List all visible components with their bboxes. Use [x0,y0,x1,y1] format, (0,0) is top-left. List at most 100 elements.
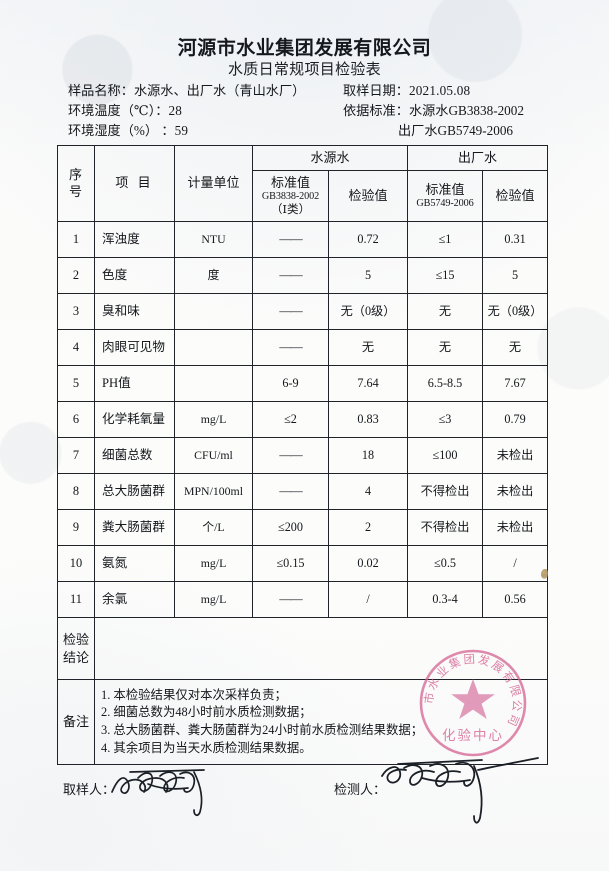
temperature-label: 环境温度（℃）： [68,103,169,118]
table-row: 9 粪大肠菌群 个/L ≤200 2 不得检出 未检出 [57,509,549,546]
cell-val-outlet: 未检出 [482,473,549,510]
cell-val-outlet: 0.56 [482,581,549,618]
sampler-label: 取样人： [63,782,116,797]
table-header-sub-row: 标准值 GB3838-2002 （Ⅰ类） 检验值 标准值 GB5749-2006… [58,170,549,222]
cell-unit [174,329,253,366]
cell-std-source: ≤200 [252,509,329,546]
cell-item: 细菌总数 [94,437,175,474]
conclusion-label: 检验 结论 [57,617,95,680]
cell-val-outlet: 7.67 [482,365,549,402]
table-row: 5 PH值 6-9 7.64 6.5-8.5 7.67 [57,365,549,402]
cell-unit [174,365,253,402]
cell-item: 肉眼可见物 [94,329,175,366]
table-head: 序 号 项 目 计量单位 水源水 出厂水 标准值 GB3838-2002 （Ⅰ类… [57,145,549,222]
cell-val-source: 0.72 [327,221,409,258]
standard-field: 依据标准：水源水GB3838-2002 [343,100,524,119]
cell-val-source: 0.83 [327,401,409,438]
cell-val-source: 5 [327,257,409,294]
conclusion-label-line1: 检验 [62,631,89,647]
conclusion-value [93,617,549,680]
note-line: 4. 其余项目为当天水质检测结果数据。 [101,740,312,755]
col-header-seq: 序 号 [57,145,95,222]
table-row: 2 色度 度 —— 5 ≤15 5 [57,257,549,294]
note-line: 2. 细菌总数为48小时前水质检测数据； [101,705,312,720]
cell-no: 10 [57,545,95,582]
cell-unit [174,293,253,330]
cell-std-source: —— [252,257,329,294]
cell-val-source: / [327,581,409,618]
page-subtitle: 水质日常规项目检验表 [227,62,381,78]
col-header-std-outlet: 标准值 GB5749-2006 [407,170,484,222]
std-outlet-code: GB5749-2006 [416,197,474,209]
cell-val-outlet: / [482,545,549,582]
std-source-class: （Ⅰ类） [270,202,311,216]
sample-date-label: 取样日期： [343,83,409,98]
table-row: 11 余氯 mg/L —— / 0.3-4 0.56 [57,581,549,618]
table-row: 4 肉眼可见物 —— 无 无 无 [57,329,549,366]
cell-val-source: 2 [327,509,409,546]
meta-row-humidity: 环境湿度（%） ：59 出厂水GB5749-2006 [68,120,551,140]
cell-no: 9 [57,509,95,546]
sampler-signature-field: 取样人： [63,779,115,798]
sample-date-field: 取样日期：2021.05.08 [343,80,470,99]
cell-no: 7 [57,437,95,474]
table-row-notes: 备注 1. 本检验结果仅对本次采样负责； 2. 细菌总数为48小时前水质检测数据… [57,679,549,765]
tester-label: 检测人： [334,782,387,797]
standard-label: 依据标准： [343,103,409,118]
cell-std-outlet: 6.5-8.5 [407,365,484,402]
cell-item: 总大肠菌群 [94,473,175,510]
standard-value-source: 水源水GB3838-2002 [408,103,524,118]
cell-no: 2 [57,257,95,294]
cell-std-outlet: 无 [407,329,484,366]
col-header-test-source: 检验值 [327,170,409,222]
cell-std-source: ≤0.15 [252,545,329,582]
cell-item: 化学耗氧量 [94,401,175,438]
table-header-group-row: 序 号 项 目 计量单位 水源水 出厂水 [57,145,549,222]
notes-label: 备注 [57,679,95,765]
cell-val-outlet: 未检出 [482,509,549,546]
cell-std-source: —— [252,437,329,474]
water-quality-table: 序 号 项 目 计量单位 水源水 出厂水 标准值 GB3838-2002 （Ⅰ类… [57,145,549,765]
cell-unit: CFU/ml [174,437,253,474]
tester-signature-field: 检测人： [334,779,386,798]
sampler-signature-ink [108,758,248,818]
cell-std-source: —— [252,473,329,510]
standard-value-outlet: 出厂水GB5749-2006 [398,123,514,138]
cell-unit: mg/L [174,545,253,582]
cell-val-source: 无 [327,329,409,366]
temperature-field: 环境温度（℃）：28 [68,100,182,119]
sample-name-label: 样品名称： [68,83,134,98]
note-line: 3. 总大肠菌群、粪大肠菌群为24小时前水质检测结果数据； [101,723,424,737]
cell-val-source: 7.64 [327,365,409,402]
cell-item: 余氯 [94,581,175,618]
cell-std-outlet: ≤3 [407,401,484,438]
cell-no: 5 [57,365,95,402]
table-row: 7 细菌总数 CFU/ml —— 18 ≤100 未检出 [57,437,549,474]
paper-stain [541,569,548,579]
cell-std-source: —— [252,329,329,366]
page-title: 河源市水业集团发展有限公司 [177,38,432,59]
cell-val-source: 无（0级） [327,293,409,330]
table-body: 1 浑浊度 NTU —— 0.72 ≤1 0.31 2 色度 度 —— 5 ≤1… [57,221,549,765]
cell-std-source: —— [252,221,329,258]
cell-std-outlet: ≤0.5 [407,545,484,582]
cell-item: 色度 [94,257,175,294]
cell-std-outlet: 无 [407,293,484,330]
humidity-value: 59 [174,123,189,138]
cell-unit: 度 [174,257,253,294]
table-row: 1 浑浊度 NTU —— 0.72 ≤1 0.31 [57,221,549,258]
cell-unit: mg/L [174,401,253,438]
cell-val-outlet: 5 [482,257,549,294]
cell-no: 11 [57,581,95,618]
cell-item: 粪大肠菌群 [94,509,175,546]
cell-std-source: —— [252,581,329,618]
cell-no: 8 [57,473,95,510]
cell-std-outlet: 不得检出 [407,473,484,510]
cell-item: 浑浊度 [94,221,175,258]
sample-name-field: 样品名称：水源水、出厂水（青山水厂） [68,80,305,99]
cell-item: PH值 [94,365,175,402]
cell-val-source: 0.02 [327,545,409,582]
col-group-source-water: 水源水 [251,145,409,171]
cell-no: 6 [57,401,95,438]
